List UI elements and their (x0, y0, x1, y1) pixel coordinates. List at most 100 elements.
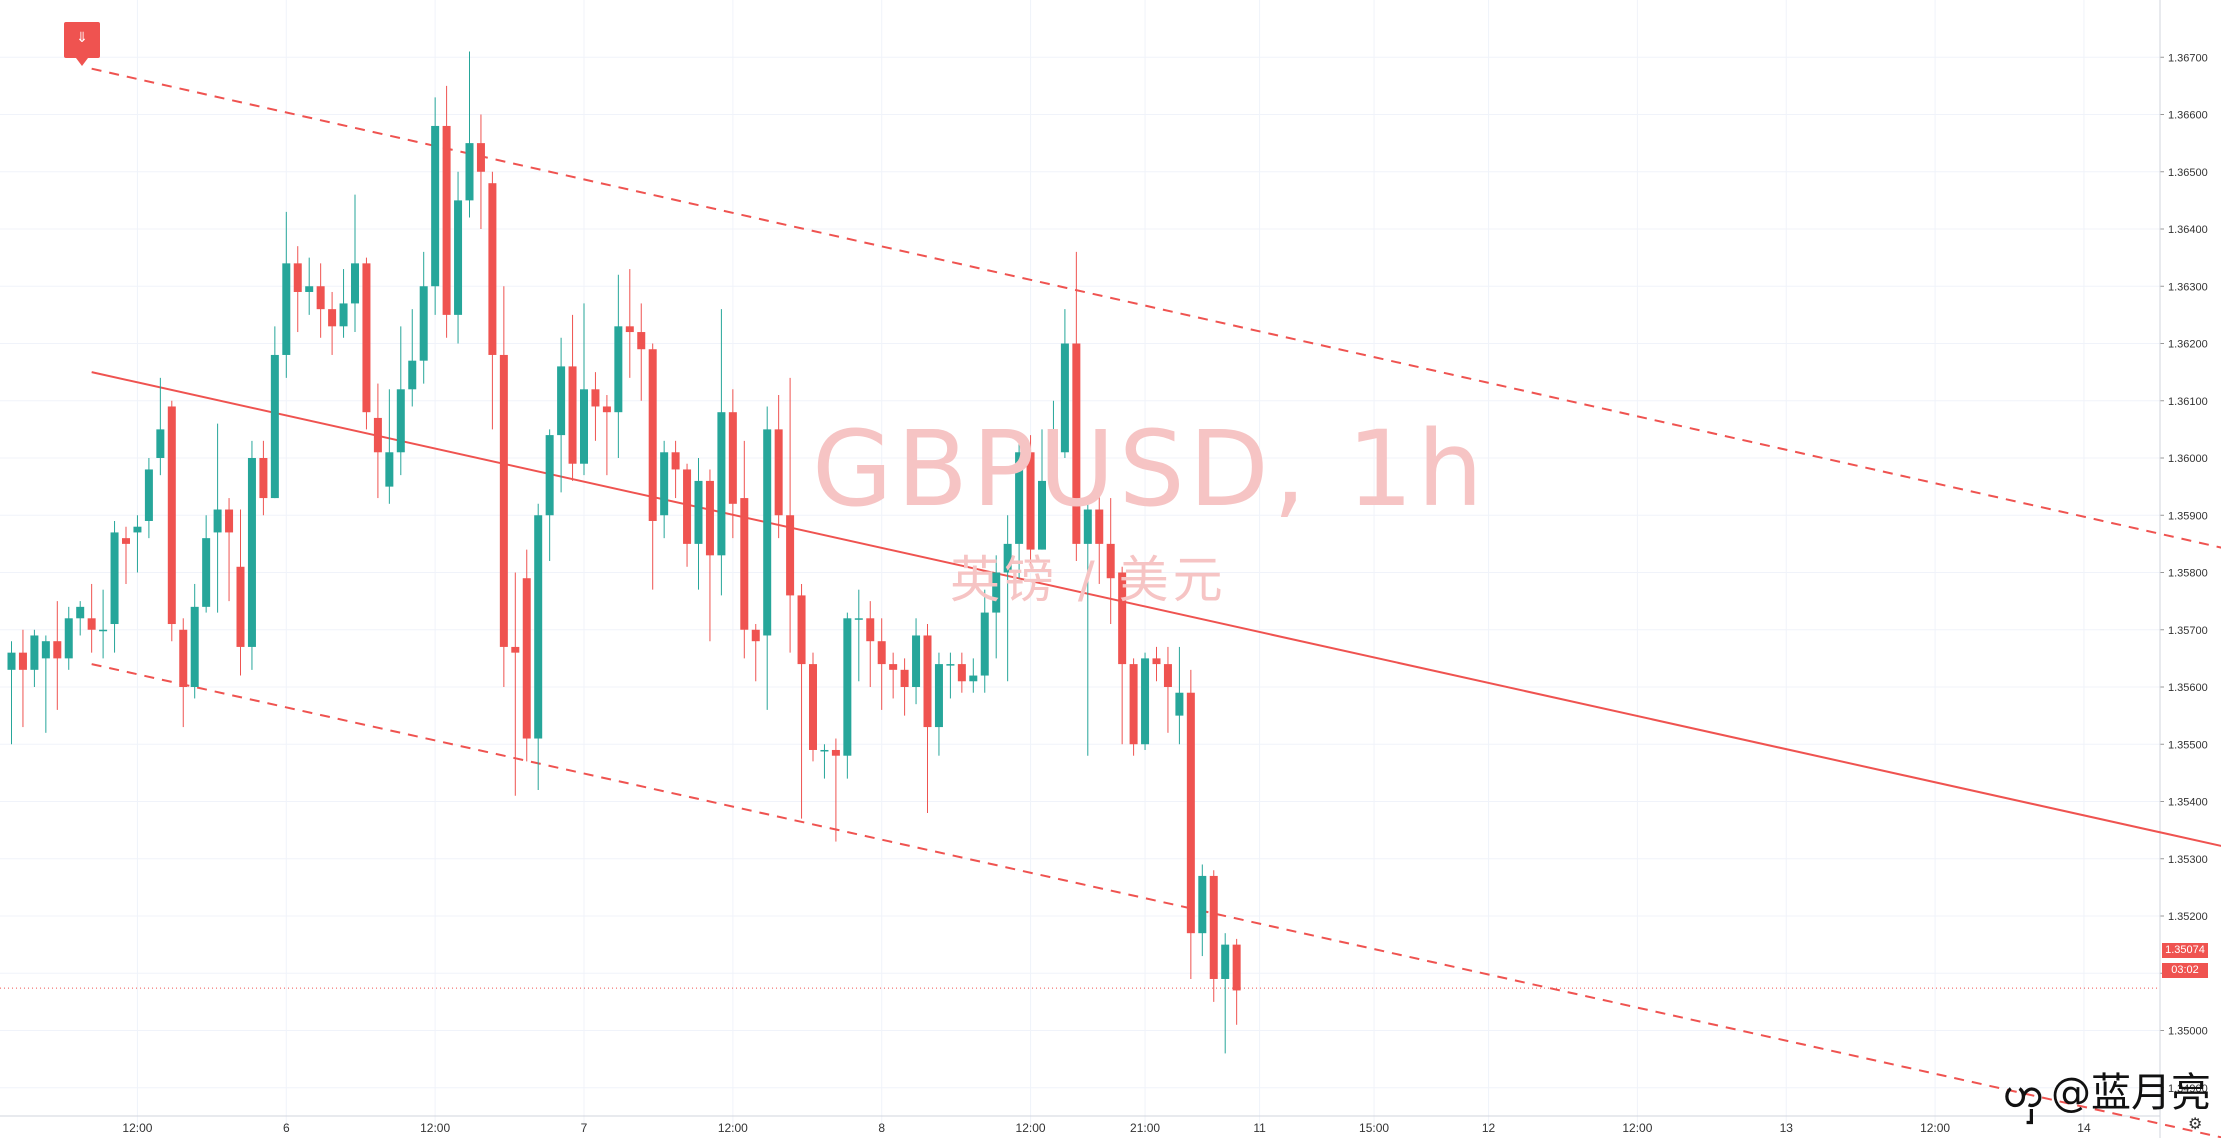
candle-up (854, 618, 863, 620)
candle-up (717, 412, 726, 556)
candle-down (1232, 944, 1241, 991)
candle-down (900, 669, 909, 687)
y-tick-label: 1.36500 (2168, 167, 2208, 179)
candle-down (786, 515, 795, 596)
candle-down (625, 326, 634, 333)
trendline-channel-top (91, 67, 2221, 549)
candle-up (144, 469, 153, 521)
candle-down (179, 629, 188, 687)
candle-down (1095, 509, 1104, 544)
candle-up (110, 532, 119, 625)
candle-up (305, 286, 314, 292)
candle-up (282, 263, 291, 355)
candle-up (969, 675, 978, 682)
weibo-logo-icon: ၯ (2003, 1070, 2043, 1116)
candle-down (1072, 343, 1081, 544)
candle-up (946, 664, 955, 666)
candle-up (1083, 509, 1092, 544)
candle-down (18, 652, 27, 670)
candle-down (705, 480, 714, 556)
candle-down (1106, 543, 1115, 579)
candle-down (362, 263, 371, 413)
x-tick-label: 13 (1780, 1121, 1794, 1135)
candle-down (602, 406, 611, 413)
x-tick-label: 11 (1253, 1121, 1266, 1135)
candle-up (614, 326, 623, 413)
y-tick-label: 1.36000 (2168, 453, 2208, 465)
x-tick-label: 6 (283, 1121, 290, 1135)
candle-up (1221, 944, 1230, 979)
x-tick-label: 12:00 (718, 1121, 748, 1135)
candle-down (1209, 875, 1218, 979)
candle-down (488, 183, 497, 355)
candle-down (236, 566, 245, 647)
x-tick-label: 12:00 (122, 1121, 152, 1135)
candle-down (923, 635, 932, 728)
candle-up (912, 635, 921, 687)
x-tick-label: 21:00 (1130, 1121, 1160, 1135)
y-tick-label: 1.35600 (2168, 682, 2208, 694)
candle-up (30, 635, 39, 670)
candle-down (53, 641, 62, 659)
candle-down (774, 429, 783, 516)
candle-up (99, 629, 108, 632)
y-tick-label: 1.36700 (2168, 52, 2208, 64)
candle-down (511, 646, 520, 653)
y-tick-label: 1.35300 (2168, 854, 2208, 866)
candle-down (373, 417, 382, 453)
candle-up (41, 641, 50, 659)
candle-down (167, 406, 176, 625)
y-tick-label: 1.36600 (2168, 110, 2208, 122)
candle-up (408, 360, 417, 390)
settings-gear-icon[interactable]: ⚙ (2188, 1116, 2203, 1133)
y-tick-label: 1.35200 (2168, 911, 2208, 923)
x-tick-label: 12:00 (1016, 1121, 1046, 1135)
candle-up (465, 143, 474, 201)
x-tick-label: 14 (2077, 1121, 2091, 1135)
y-tick-label: 1.35400 (2168, 797, 2208, 809)
candle-up (454, 200, 463, 315)
candle-down (889, 664, 898, 670)
candle-up (1038, 480, 1046, 550)
y-tick-label: 1.35700 (2168, 625, 2208, 637)
candle-down (1163, 664, 1172, 687)
trendline-channel-bottom (91, 663, 2221, 1138)
candle-down (442, 125, 451, 315)
candle-up (419, 286, 428, 361)
author-handle: @蓝月亮 (2051, 1070, 2211, 1116)
current-price-label: 1.35074 (2162, 943, 2208, 958)
x-tick-label: 12 (1482, 1121, 1496, 1135)
y-tick-label: 1.34900 (2168, 1083, 2208, 1095)
x-tick-label: 12:00 (1622, 1121, 1652, 1135)
candle-down (1129, 664, 1138, 745)
candle-up (64, 618, 73, 659)
candle-up (1198, 875, 1207, 934)
author-brand: ၯ @蓝月亮 (2004, 1060, 2211, 1126)
y-tick-label: 1.35500 (2168, 739, 2208, 751)
candle-down (499, 354, 508, 647)
candle-up (156, 429, 165, 458)
candle-up (820, 749, 829, 752)
candle-down (122, 538, 130, 544)
candle-down (591, 389, 600, 407)
candle-down (831, 749, 840, 756)
candle-down (316, 286, 325, 310)
x-tick-label: 15:00 (1359, 1121, 1389, 1135)
x-tick-label: 7 (581, 1121, 588, 1135)
x-tick-label: 12:00 (420, 1121, 450, 1135)
candle-up (1015, 452, 1024, 544)
candle-up (992, 572, 1001, 613)
candle-down (671, 452, 680, 470)
candle-up (1049, 452, 1058, 481)
sell-signal-marker[interactable]: ⇓ (64, 22, 100, 66)
candle-down (728, 412, 737, 504)
candle-down (637, 332, 646, 350)
y-tick-label: 1.36100 (2168, 396, 2208, 408)
candle-down (866, 618, 875, 642)
candle-up (1175, 692, 1184, 716)
candle-up (843, 618, 852, 756)
candle-up (660, 452, 669, 516)
candle-down (740, 498, 749, 630)
